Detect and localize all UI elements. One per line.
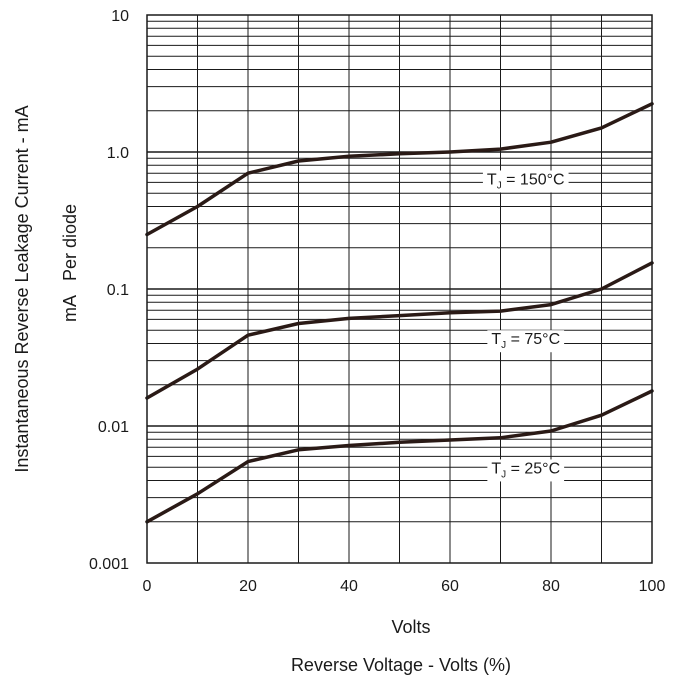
y-tick-label: 1.0 bbox=[107, 145, 129, 162]
series-label-text: TJ = 75°C bbox=[491, 331, 560, 351]
series-label-rest: = 25°C bbox=[506, 460, 560, 477]
series-line-2 bbox=[145, 389, 654, 524]
series-label-main: T bbox=[491, 331, 501, 348]
series-label-bg bbox=[487, 330, 565, 353]
series-label-rest: = 150°C bbox=[502, 171, 565, 188]
series-label-0: TJ = 150°C bbox=[482, 170, 569, 193]
x-axis-subtitle: Reverse Voltage - Volts (%) bbox=[291, 655, 511, 675]
series-label-rest: = 75°C bbox=[506, 331, 560, 348]
series-label-main: T bbox=[487, 171, 497, 188]
series-label-1: TJ = 75°C bbox=[487, 330, 565, 353]
y-axis-title: Instantaneous Reverse Leakage Current - … bbox=[12, 105, 32, 472]
x-tick-label: 20 bbox=[239, 578, 257, 595]
series-label-text: TJ = 25°C bbox=[491, 460, 560, 480]
series-line-0 bbox=[145, 102, 654, 237]
plot-frame bbox=[146, 14, 653, 564]
series-label-2: TJ = 25°C bbox=[487, 459, 565, 482]
series-label-sub: J bbox=[497, 180, 502, 191]
tick-labels: 0 20 40 60 80 100 0.001 0.01 0.1 1.0 10 bbox=[89, 8, 665, 595]
x-tick-label: 60 bbox=[441, 578, 459, 595]
series-labels: TJ = 150°CTJ = 75°CTJ = 25°C bbox=[482, 170, 569, 482]
x-tick-label: 80 bbox=[542, 578, 560, 595]
y-tick-label: 10 bbox=[111, 8, 129, 25]
y-axis-subtitle: mA Per diode bbox=[60, 204, 80, 322]
series-label-text: TJ = 150°C bbox=[487, 171, 565, 191]
x-tick-label: 40 bbox=[340, 578, 358, 595]
series-line-1 bbox=[145, 261, 654, 400]
grid bbox=[147, 15, 652, 563]
curves bbox=[145, 102, 654, 524]
series-label-main: T bbox=[491, 460, 501, 477]
series-label-sub: J bbox=[501, 469, 506, 480]
y-tick-label: 0.1 bbox=[107, 282, 129, 299]
series-label-bg bbox=[482, 170, 569, 193]
x-tick-label: 0 bbox=[143, 578, 152, 595]
y-tick-label: 0.01 bbox=[98, 419, 129, 436]
series-label-sub: J bbox=[501, 340, 506, 351]
x-axis-title: Volts bbox=[391, 617, 430, 637]
series-label-bg bbox=[487, 459, 565, 482]
y-tick-label: 0.001 bbox=[89, 556, 129, 573]
x-tick-label: 100 bbox=[639, 578, 666, 595]
